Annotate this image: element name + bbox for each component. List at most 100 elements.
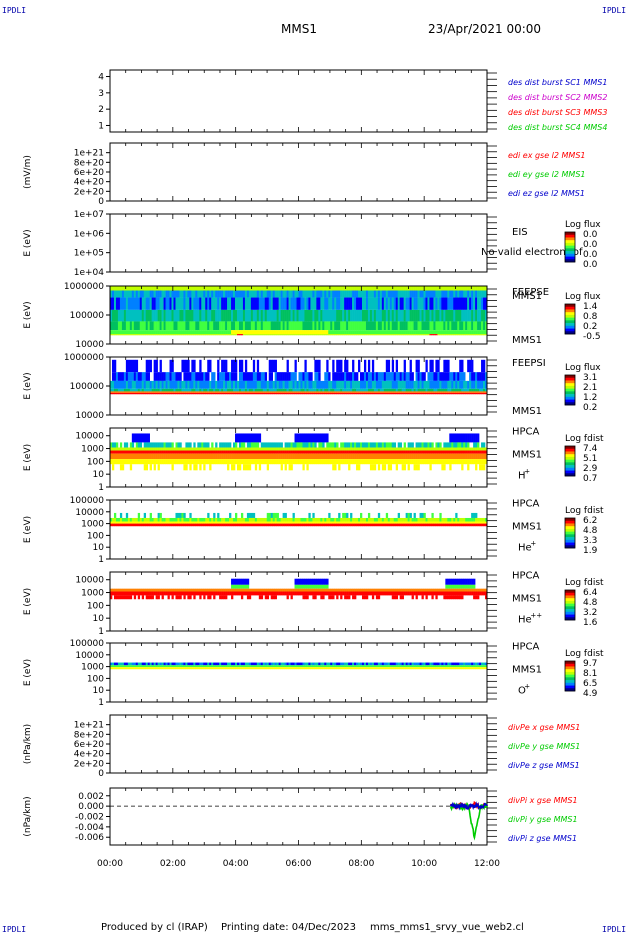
heatmap-cell [431,297,434,310]
heatmap-cell [375,447,379,451]
heatmap-cell [409,380,412,389]
heatmap-cell [235,321,238,331]
heatmap-cell [233,309,236,322]
heatmap-cell [153,359,156,373]
heatmap-cell [306,442,309,448]
heatmap-cell [358,380,361,389]
heatmap-cell [451,584,454,589]
heatmap-cell [296,290,299,298]
heatmap-cell [115,286,119,291]
heatmap-cell [375,321,379,331]
heatmap-cell [111,453,115,460]
heatmap-cell [211,442,214,448]
heatmap-cell [266,521,270,524]
heatmap-cell [244,523,248,527]
heatmap-cell [445,334,448,336]
heatmap-cell [465,450,468,454]
heatmap-cell [356,453,359,460]
heatmap-cell [175,388,178,392]
heatmap-cell [292,517,295,522]
heatmap-cell [157,309,160,322]
heatmap-cell [133,517,137,522]
colorbar-segment [565,396,575,400]
heatmap-cell [399,391,402,393]
heatmap-cell [213,391,216,393]
heatmap-cell [413,523,416,527]
heatmap-cell [441,372,444,381]
heatmap-cell [425,359,428,373]
heatmap-cell [201,450,204,454]
heatmap-cell [320,309,323,322]
heatmap-cell [258,523,262,527]
heatmap-cell [149,334,152,336]
heatmap-cell [453,521,456,524]
heatmap-cell [290,321,293,331]
heatmap-cell [185,521,188,524]
heatmap-cell [387,588,391,592]
heatmap-cell [318,523,321,527]
heatmap-cell [419,334,422,336]
heatmap-cell [302,297,305,310]
heatmap-cell [173,591,176,596]
heatmap-cell [350,521,353,524]
heatmap-cell [262,588,266,592]
heatmap-cell [451,433,454,443]
heatmap-cell [447,521,450,524]
heatmap-cell [459,453,462,460]
heatmap-cell [175,512,178,518]
heatmap-cell [302,442,305,448]
heatmap-cell [185,450,188,454]
heatmap-cell [304,459,307,465]
heatmap-cell [272,442,275,448]
heatmap-cell [425,334,428,336]
heatmap-cell [173,321,176,331]
heatmap-cell [449,450,452,454]
heatmap-cell [262,450,266,454]
heatmap-cell [282,330,285,335]
heatmap-cell [358,334,361,336]
heatmap-cell [121,388,125,392]
heatmap-cell [399,388,402,392]
heatmap-cell [171,523,174,527]
heatmap-cell [260,334,264,336]
heatmap-cell [137,523,141,527]
heatmap-cell [344,447,347,451]
heatmap-cell [483,521,486,524]
heatmap-cell [256,330,260,335]
heatmap-cell [169,380,172,389]
heatmap-cell [135,442,139,448]
heatmap-cell [258,330,262,335]
heatmap-cell [387,321,391,331]
heatmap-cell [121,588,125,592]
heatmap-cell [415,388,418,392]
heatmap-cell [111,391,115,393]
heatmap-cell [157,388,160,392]
heatmap-cell [298,433,301,443]
heatmap-cell [288,391,291,393]
heatmap-cell [391,459,395,465]
heatmap-cell [244,297,248,310]
heatmap-cell [381,521,385,524]
heatmap-cell [292,391,295,393]
heatmap-cell [425,450,428,454]
heatmap-cell [131,588,135,592]
heatmap-cell [367,450,371,454]
heatmap-cell [477,309,480,322]
heatmap-cell [340,334,343,336]
heatmap-cell [159,334,162,336]
colorbar-tick-label: 3.3 [583,536,597,546]
heatmap-cell [431,517,434,522]
heatmap-cell [377,464,381,471]
heatmap-cell [115,459,119,465]
heatmap-cell [369,334,373,336]
heatmap-cell [179,321,182,331]
heatmap-cell [453,433,456,443]
heatmap-cell [367,447,371,451]
heatmap-cell [397,391,400,393]
heatmap-cell [318,334,321,336]
heatmap-cell [471,523,474,527]
heatmap-cell [155,321,158,331]
heatmap-cell [459,442,462,448]
heatmap-cell [219,450,222,454]
heatmap-cell [405,523,408,527]
